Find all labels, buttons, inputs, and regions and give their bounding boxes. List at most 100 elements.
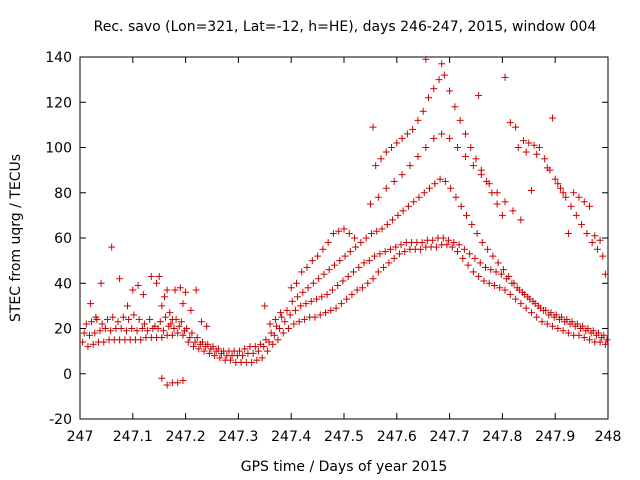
data-point: [580, 334, 588, 342]
data-point: [277, 309, 285, 317]
data-point: [392, 243, 400, 251]
data-point: [440, 71, 448, 79]
data-point: [575, 193, 583, 201]
data-point: [186, 334, 194, 342]
x-axis-ticks: 247 247.1 247.2 247.3 247.4 247.5 247.6 247.7 24…: [67, 57, 621, 445]
data-point: [195, 345, 203, 353]
data-point: [364, 279, 372, 287]
data-point: [320, 270, 328, 278]
data-point: [554, 325, 562, 332]
x-tick-label: 247.4: [271, 429, 311, 445]
y-tick-label: 60: [54, 231, 72, 247]
data-point: [336, 257, 344, 265]
data-point: [390, 254, 398, 262]
data-point: [373, 227, 381, 235]
data-point: [158, 334, 166, 342]
data-point: [209, 343, 217, 351]
data-point: [343, 295, 351, 303]
data-point: [418, 239, 426, 247]
data-point: [197, 318, 205, 326]
data-point: [431, 180, 439, 188]
data-point: [401, 248, 409, 256]
data-point: [82, 320, 90, 328]
data-point: [330, 261, 338, 269]
data-point: [316, 311, 324, 319]
data-point: [89, 340, 97, 348]
data-point: [374, 193, 382, 201]
data-point: [517, 216, 525, 224]
data-point: [478, 239, 486, 247]
data-point: [575, 331, 583, 339]
data-point: [257, 340, 265, 348]
data-point: [593, 245, 601, 253]
data-point: [285, 325, 293, 332]
data-point: [403, 130, 411, 138]
data-point: [290, 320, 298, 328]
data-point: [79, 338, 87, 346]
data-point: [531, 300, 539, 308]
data-point: [291, 306, 299, 314]
data-point: [409, 125, 417, 133]
data-point: [426, 184, 434, 192]
data-point: [398, 134, 406, 142]
data-point: [533, 313, 541, 321]
x-tick-label: 247: [67, 429, 94, 445]
data-point: [365, 257, 373, 265]
data-point: [334, 282, 342, 290]
data-point: [472, 155, 480, 163]
data-point: [167, 320, 175, 328]
data-point: [344, 272, 352, 280]
data-point: [485, 180, 493, 188]
data-point: [340, 225, 348, 233]
data-point: [469, 268, 477, 276]
data-point: [176, 284, 184, 292]
data-point: [380, 263, 388, 271]
data-point: [584, 325, 592, 332]
data-point: [311, 313, 319, 321]
data-point: [129, 286, 137, 294]
data-point: [462, 211, 470, 219]
data-point: [435, 76, 443, 84]
data-point: [422, 144, 430, 151]
data-point: [323, 291, 331, 299]
data-point: [382, 148, 390, 156]
data-point: [496, 284, 504, 292]
data-point: [366, 200, 374, 208]
data-point: [128, 325, 136, 332]
data-point: [309, 279, 317, 287]
data-point: [88, 318, 96, 326]
data-point: [562, 193, 570, 201]
data-point: [589, 327, 597, 335]
data-point: [446, 87, 454, 95]
data-point: [182, 288, 190, 296]
data-point: [324, 239, 332, 247]
data-point: [484, 245, 492, 253]
data-point: [512, 295, 520, 303]
data-point: [261, 302, 269, 310]
data-point: [304, 284, 312, 292]
data-point: [357, 239, 365, 247]
data-point: [124, 302, 132, 310]
data-point: [454, 248, 462, 256]
data-point: [362, 234, 370, 242]
data-point: [97, 279, 105, 287]
data-point: [179, 377, 187, 385]
data-point: [146, 315, 154, 323]
data-point: [475, 91, 483, 99]
data-point: [140, 320, 148, 328]
x-tick-label: 247.2: [166, 429, 206, 445]
data-point: [239, 352, 247, 360]
data-point: [204, 340, 212, 348]
data-point: [579, 322, 587, 330]
data-point: [98, 320, 106, 328]
data-point: [501, 73, 509, 81]
y-tick-label: 0: [63, 367, 72, 383]
data-point: [446, 134, 454, 142]
data-point: [166, 309, 174, 317]
data-point: [547, 309, 555, 317]
data-point: [535, 144, 543, 151]
data-point: [525, 139, 533, 147]
data-point: [493, 200, 501, 208]
data-point: [564, 229, 572, 237]
y-tick-label: 40: [54, 276, 72, 292]
